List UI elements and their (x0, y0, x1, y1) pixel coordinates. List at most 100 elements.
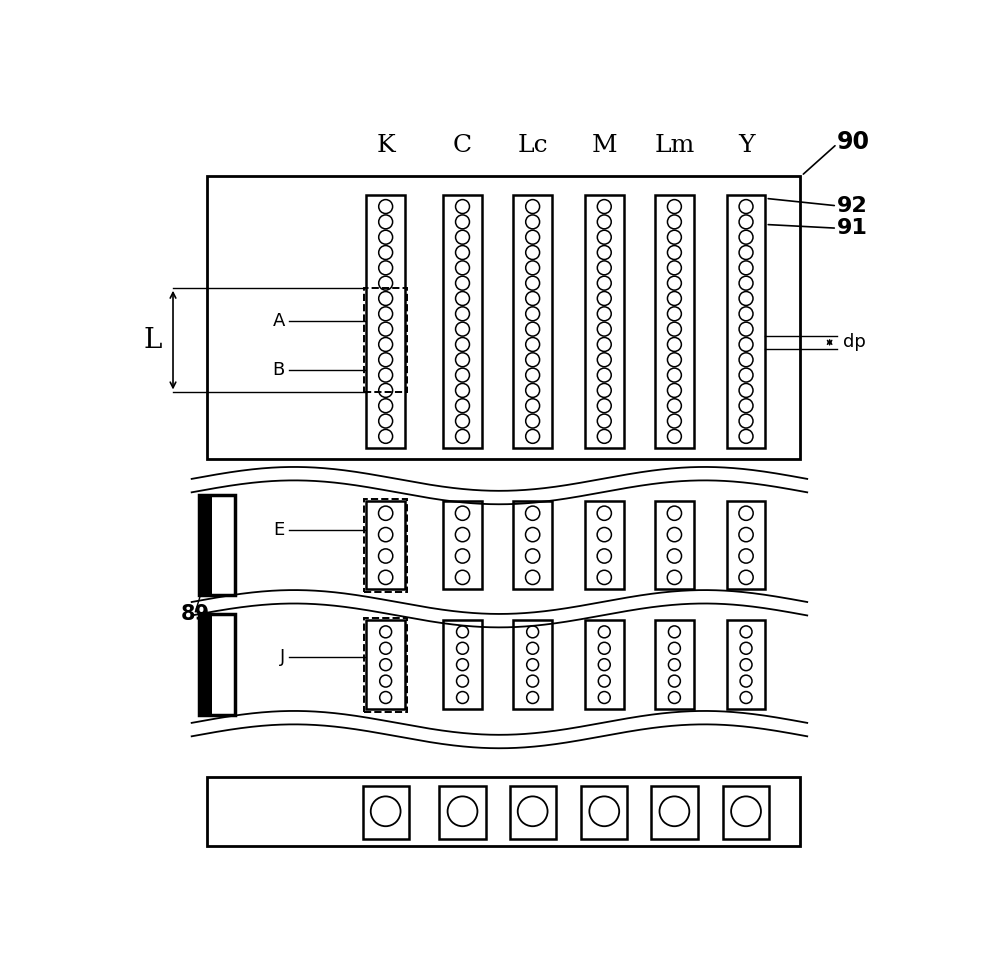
Bar (199, 614, 235, 715)
Circle shape (667, 261, 681, 275)
Circle shape (597, 506, 611, 520)
Circle shape (597, 353, 611, 366)
Circle shape (527, 642, 539, 654)
Circle shape (526, 231, 540, 244)
Circle shape (526, 261, 540, 275)
Circle shape (380, 642, 392, 654)
Circle shape (739, 337, 753, 352)
Circle shape (668, 626, 680, 638)
Circle shape (667, 337, 681, 352)
Bar (727, 195, 765, 449)
Circle shape (456, 307, 469, 321)
Circle shape (379, 200, 393, 213)
Circle shape (457, 642, 468, 654)
Bar (513, 195, 552, 449)
Circle shape (667, 215, 681, 229)
Circle shape (597, 200, 611, 213)
Circle shape (667, 353, 681, 366)
Text: L: L (144, 327, 162, 354)
Text: Y: Y (738, 135, 754, 157)
Circle shape (379, 506, 393, 520)
Circle shape (457, 626, 468, 638)
Circle shape (739, 200, 753, 213)
Circle shape (597, 215, 611, 229)
Circle shape (456, 429, 469, 444)
Circle shape (740, 642, 752, 654)
Circle shape (527, 692, 539, 703)
Circle shape (739, 527, 753, 542)
Circle shape (739, 506, 753, 520)
Circle shape (739, 353, 753, 366)
Circle shape (739, 307, 753, 321)
Bar (363, 786, 409, 838)
Circle shape (527, 675, 539, 687)
Circle shape (667, 384, 681, 397)
Circle shape (739, 399, 753, 413)
Circle shape (739, 571, 753, 584)
Text: 89: 89 (180, 604, 210, 624)
Circle shape (455, 527, 470, 542)
Circle shape (668, 642, 680, 654)
Circle shape (739, 292, 753, 305)
Circle shape (668, 675, 680, 687)
Bar (443, 195, 482, 449)
Circle shape (667, 548, 682, 563)
Circle shape (668, 692, 680, 703)
Circle shape (739, 231, 753, 244)
Circle shape (379, 245, 393, 260)
Circle shape (597, 368, 611, 382)
Circle shape (527, 659, 539, 671)
Circle shape (380, 626, 392, 638)
Circle shape (526, 571, 540, 584)
Circle shape (598, 659, 610, 671)
Circle shape (526, 414, 540, 428)
Bar (651, 786, 698, 838)
Circle shape (379, 307, 393, 321)
Circle shape (456, 292, 469, 305)
Circle shape (739, 261, 753, 275)
Circle shape (379, 414, 393, 428)
Circle shape (526, 506, 540, 520)
Circle shape (457, 659, 468, 671)
Bar (199, 614, 212, 715)
Bar (366, 501, 405, 589)
Circle shape (597, 429, 611, 444)
Circle shape (379, 429, 393, 444)
Bar (585, 195, 624, 449)
Circle shape (526, 399, 540, 413)
Circle shape (526, 276, 540, 290)
Bar (513, 620, 552, 709)
Text: C: C (453, 135, 472, 157)
Circle shape (667, 506, 682, 520)
Circle shape (379, 384, 393, 397)
Circle shape (597, 337, 611, 352)
Circle shape (667, 276, 681, 290)
Circle shape (598, 675, 610, 687)
Circle shape (526, 384, 540, 397)
Circle shape (456, 276, 469, 290)
Circle shape (379, 571, 393, 584)
Bar (207, 176, 800, 459)
Circle shape (527, 626, 539, 638)
Circle shape (739, 276, 753, 290)
Circle shape (667, 322, 681, 336)
Circle shape (667, 414, 681, 428)
Text: B: B (273, 361, 285, 379)
Bar (727, 620, 765, 709)
Bar (207, 776, 800, 846)
Text: A: A (273, 312, 285, 330)
Circle shape (731, 797, 761, 827)
Circle shape (456, 353, 469, 366)
Bar (439, 786, 486, 838)
Circle shape (597, 231, 611, 244)
Circle shape (597, 548, 611, 563)
Circle shape (456, 368, 469, 382)
Circle shape (597, 384, 611, 397)
Text: J: J (280, 648, 285, 667)
Text: M: M (591, 135, 617, 157)
Circle shape (526, 200, 540, 213)
Circle shape (526, 548, 540, 563)
Circle shape (739, 368, 753, 382)
Circle shape (457, 675, 468, 687)
Circle shape (598, 626, 610, 638)
